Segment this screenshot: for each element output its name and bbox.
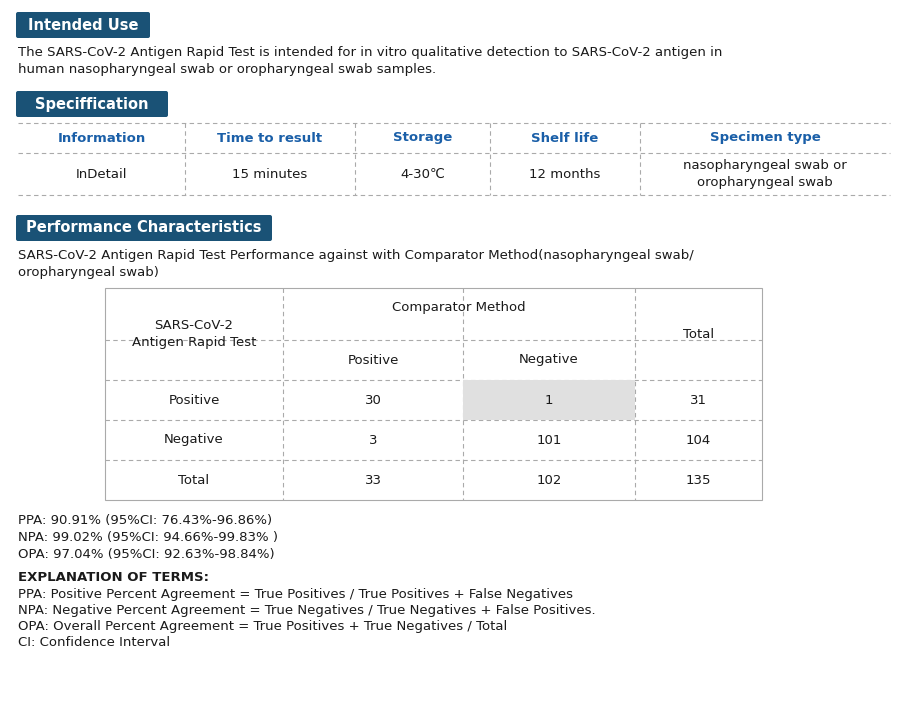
Text: human nasopharyngeal swab or oropharyngeal swab samples.: human nasopharyngeal swab or oropharynge… [18,63,436,76]
Text: SARS-CoV-2
Antigen Rapid Test: SARS-CoV-2 Antigen Rapid Test [132,319,256,349]
Text: Performance Characteristics: Performance Characteristics [26,220,262,235]
Text: Positive: Positive [348,354,399,367]
Text: 12 months: 12 months [529,167,601,181]
FancyBboxPatch shape [16,215,272,241]
Text: Negative: Negative [519,354,579,367]
Text: SARS-CoV-2 Antigen Rapid Test Performance against with Comparator Method(nasopha: SARS-CoV-2 Antigen Rapid Test Performanc… [18,249,694,262]
Text: Negative: Negative [164,433,224,447]
Text: Shelf life: Shelf life [531,131,598,145]
Text: EXPLANATION OF TERMS:: EXPLANATION OF TERMS: [18,571,209,584]
Text: 33: 33 [364,474,381,486]
Text: InDetail: InDetail [75,167,127,181]
Text: Speciffication: Speciffication [35,96,149,111]
Text: 135: 135 [686,474,711,486]
Text: Time to result: Time to result [217,131,322,145]
Text: Intended Use: Intended Use [28,18,138,33]
Text: oropharyngeal swab): oropharyngeal swab) [18,266,159,279]
Text: Total: Total [179,474,210,486]
Text: 1: 1 [545,393,553,406]
Bar [105,288,762,500]
Text: 102: 102 [537,474,562,486]
Bar [463,380,635,420]
Text: Information: Information [57,131,145,145]
Text: nasopharyngeal swab or
oropharyngeal swab: nasopharyngeal swab or oropharyngeal swa… [683,159,847,189]
Text: 30: 30 [365,393,381,406]
Text: PPA: Positive Percent Agreement = True Positives / True Positives + False Negati: PPA: Positive Percent Agreement = True P… [18,588,573,601]
Text: 15 minutes: 15 minutes [232,167,308,181]
Text: 4-30℃: 4-30℃ [400,167,445,181]
Text: Storage: Storage [393,131,452,145]
Text: Positive: Positive [168,393,220,406]
Text: OPA: 97.04% (95%CI: 92.63%-98.84%): OPA: 97.04% (95%CI: 92.63%-98.84%) [18,548,274,561]
Text: 31: 31 [690,393,707,406]
Text: Comparator Method: Comparator Method [392,301,526,314]
Text: 3: 3 [369,433,377,447]
Text: The SARS-CoV-2 Antigen Rapid Test is intended for in vitro qualitative detection: The SARS-CoV-2 Antigen Rapid Test is int… [18,46,723,59]
Text: 101: 101 [537,433,562,447]
Text: 104: 104 [686,433,711,447]
Text: CI: Confidence Interval: CI: Confidence Interval [18,636,170,649]
FancyBboxPatch shape [16,91,168,117]
FancyBboxPatch shape [16,12,150,38]
Text: PPA: 90.91% (95%CI: 76.43%-96.86%): PPA: 90.91% (95%CI: 76.43%-96.86%) [18,514,272,527]
Text: OPA: Overall Percent Agreement = True Positives + True Negatives / Total: OPA: Overall Percent Agreement = True Po… [18,620,508,633]
Text: NPA: 99.02% (95%CI: 94.66%-99.83% ): NPA: 99.02% (95%CI: 94.66%-99.83% ) [18,531,278,544]
Text: Total: Total [683,328,714,340]
Text: Specimen type: Specimen type [710,131,820,145]
Text: NPA: Negative Percent Agreement = True Negatives / True Negatives + False Positi: NPA: Negative Percent Agreement = True N… [18,604,596,617]
